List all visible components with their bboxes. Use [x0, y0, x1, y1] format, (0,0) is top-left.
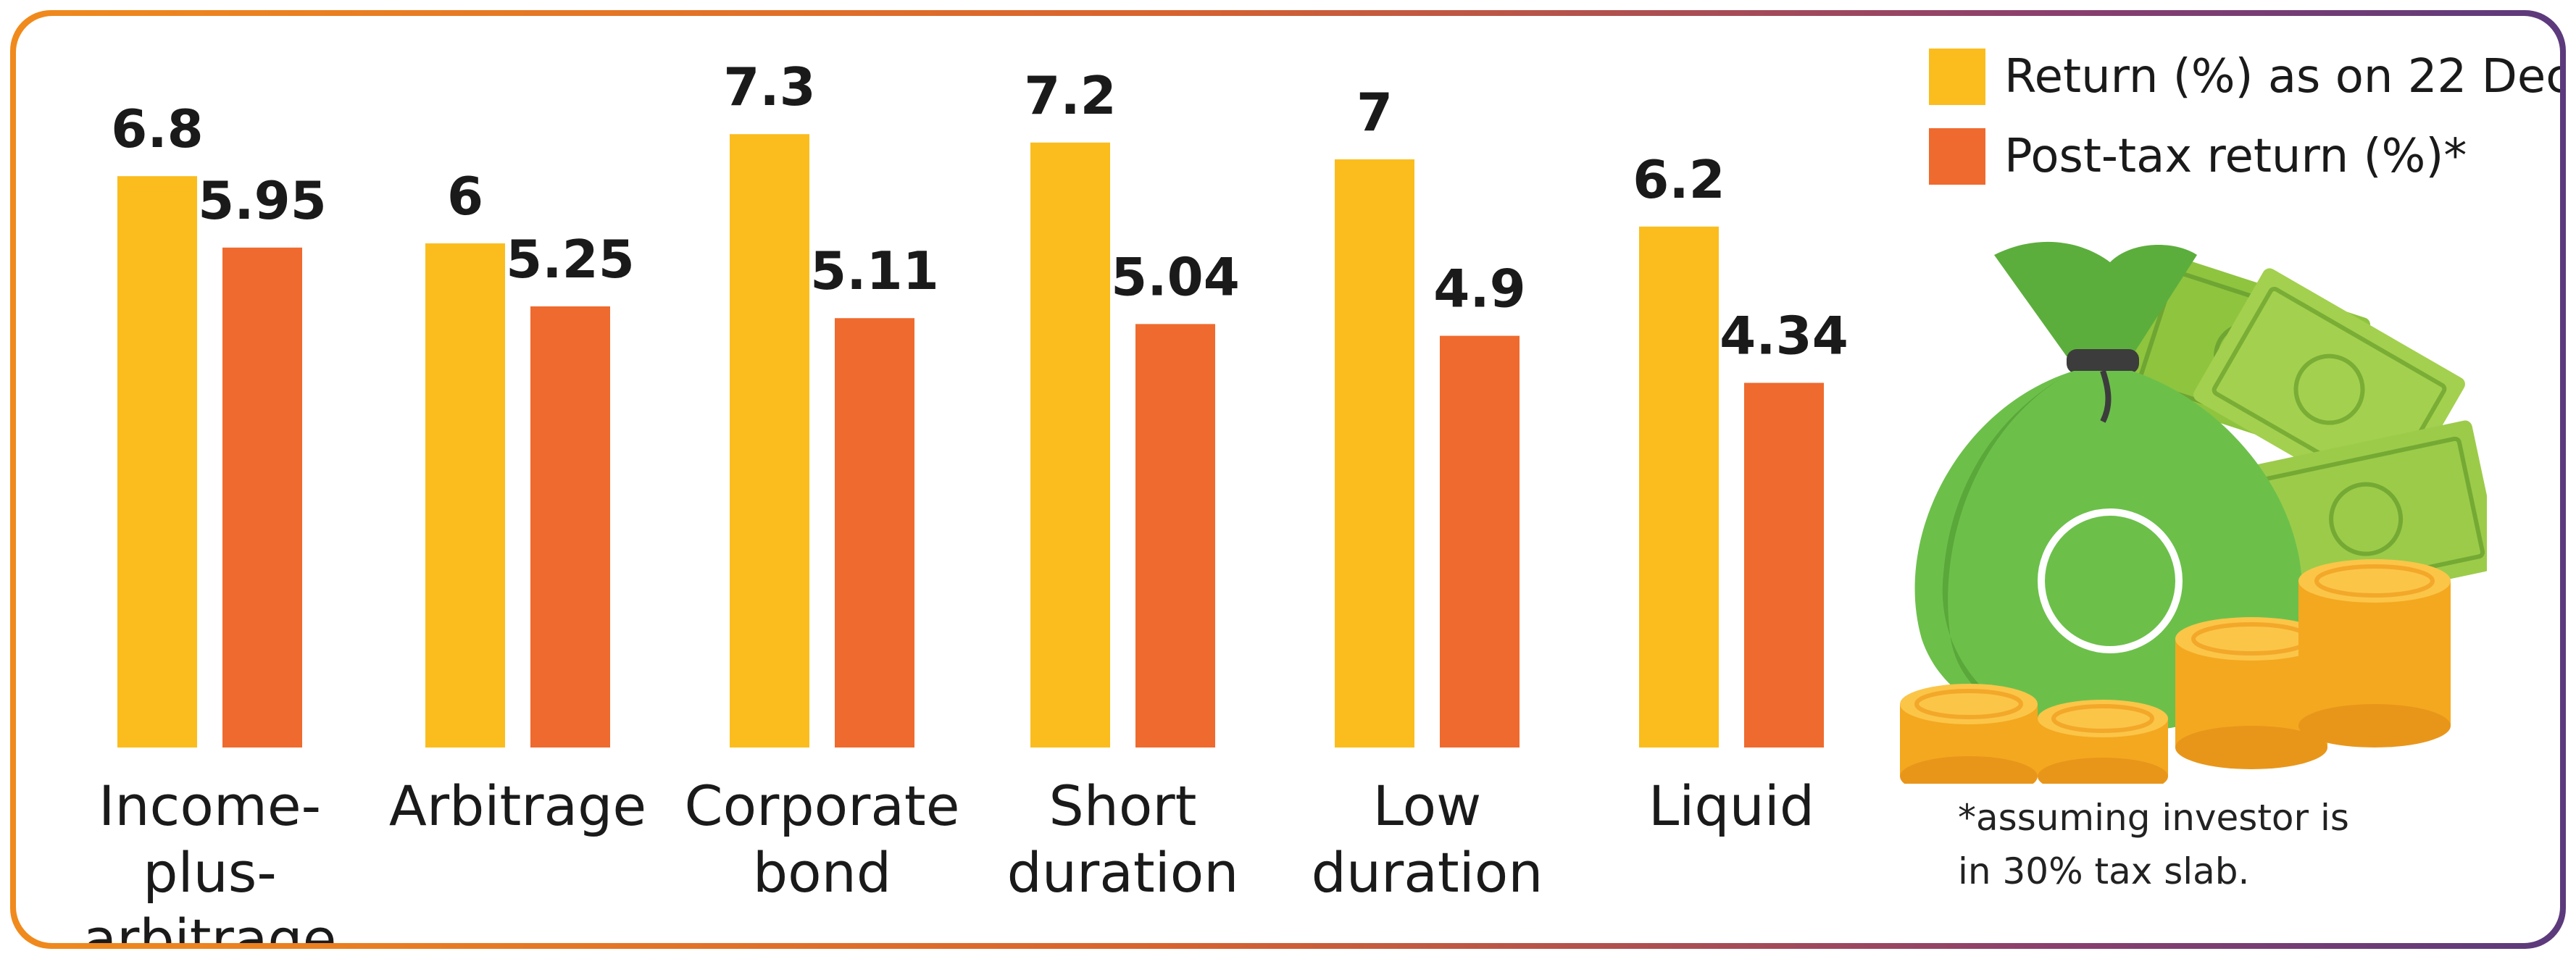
- legend-swatch-post-tax: [1929, 128, 1985, 185]
- value-label-return-3: 7.2: [1024, 65, 1117, 126]
- legend-label-post-tax: Post-tax return (%)*: [2004, 130, 2467, 183]
- bar-return-1: [425, 243, 505, 747]
- category-label-1: Arbitrage: [388, 774, 647, 838]
- value-label-post-tax-0: 5.95: [198, 170, 327, 231]
- bar-post-tax-2: [835, 318, 914, 747]
- value-label-post-tax-4: 4.9: [1433, 259, 1526, 319]
- bar-post-tax-5: [1744, 382, 1824, 747]
- value-label-return-5: 6.2: [1633, 149, 1725, 210]
- value-label-return-2: 7.3: [723, 56, 816, 117]
- footnote: *assuming investor is in 30% tax slab.: [1958, 797, 2349, 892]
- bar-post-tax-3: [1135, 324, 1215, 747]
- legend: Return (%) as on 22 Dec Post-tax return …: [1929, 42, 2560, 201]
- value-label-post-tax-3: 5.04: [1111, 246, 1240, 307]
- value-label-return-4: 7: [1356, 82, 1393, 143]
- bar-post-tax-1: [530, 306, 610, 747]
- value-label-post-tax-1: 5.25: [506, 229, 635, 290]
- bar-post-tax-0: [222, 247, 302, 747]
- value-label-return-0: 6.8: [111, 99, 204, 159]
- category-label-0: Income-plus- arbitrage: [83, 774, 337, 943]
- category-label-4: Low duration: [1311, 774, 1543, 905]
- value-label-return-1: 6: [447, 166, 483, 227]
- chart-frame: 6.8 5.95 6 5.25 7.3 5.11 7.2 5.04 7 4.9 6.2 4.34 In…: [10, 10, 2566, 949]
- bar-chart: 6.8 5.95 6 5.25 7.3 5.11 7.2 5.04 7 4.9 6.2 4.34: [111, 56, 1848, 748]
- bar-post-tax-4: [1440, 335, 1520, 748]
- legend-item-return: Return (%) as on 22 Dec: [1929, 42, 2560, 112]
- bar-return-3: [1030, 142, 1110, 748]
- chart-panel: 6.8 5.95 6 5.25 7.3 5.11 7.2 5.04 7 4.9 6.2 4.34 In…: [16, 16, 2560, 943]
- legend-label-return: Return (%) as on 22 Dec: [2004, 50, 2560, 104]
- value-label-post-tax-5: 4.34: [1720, 306, 1848, 367]
- bar-return-4: [1335, 159, 1414, 747]
- category-label-3: Short duration: [1006, 774, 1239, 905]
- legend-swatch-return: [1929, 49, 1985, 105]
- category-label-5: Liquid: [1648, 774, 1815, 838]
- bar-return-5: [1639, 226, 1719, 747]
- legend-item-post-tax: Post-tax return (%)*: [1929, 122, 2560, 191]
- bar-return-2: [730, 134, 809, 747]
- category-label-2: Corporate bond: [684, 774, 960, 905]
- value-label-post-tax-2: 5.11: [810, 240, 939, 301]
- money-bag-cash-coins-icon: [1900, 241, 2487, 784]
- bar-return-0: [117, 176, 197, 747]
